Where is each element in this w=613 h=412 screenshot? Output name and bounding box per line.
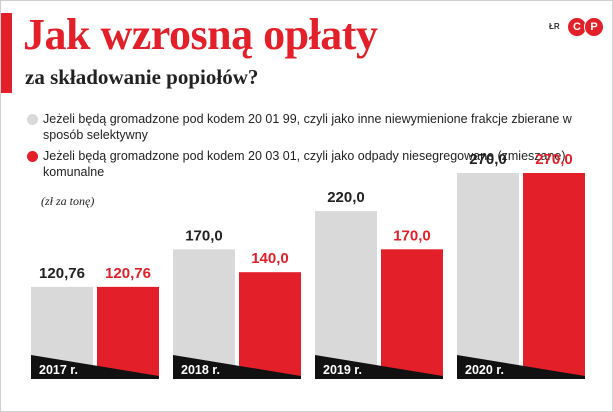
bar-red-1 <box>97 286 159 379</box>
legend-label: Jeżeli będą gromadzone pod kodem 20 01 9… <box>43 112 572 142</box>
category-label-1: 2017 r. <box>39 363 78 377</box>
legend-swatch-gray <box>27 114 38 125</box>
category-band-3 <box>315 355 443 379</box>
chart-subtitle: za składowanie popiołów? <box>25 65 259 89</box>
data-label-red-4: 270,0 <box>535 151 573 168</box>
bar-gray-3 <box>315 211 377 379</box>
unit-label: (zł za tonę) <box>41 194 95 208</box>
category-label-2: 2018 r. <box>181 363 220 377</box>
data-label-gray-1: 120,76 <box>39 265 85 282</box>
accent-bar <box>1 13 12 93</box>
data-label-red-1: 120,76 <box>105 265 151 282</box>
data-label-gray-2: 170,0 <box>185 227 223 244</box>
bar-red-4 <box>523 173 585 379</box>
legend-label: Jeżeli będą gromadzone pod kodem 20 03 0… <box>43 149 566 179</box>
bar-gray-4 <box>457 173 519 379</box>
logo-letter-p: P <box>584 17 604 37</box>
data-label-gray-4: 270,0 <box>469 151 507 168</box>
category-label-4: 2020 r. <box>465 363 504 377</box>
legend-item-mixed: Jeżeli będą gromadzone pod kodem 20 03 0… <box>27 148 588 180</box>
chart-title: Jak wzrosną opłaty <box>23 10 378 59</box>
bar-red-3 <box>381 249 443 379</box>
category-band-1 <box>31 355 159 379</box>
author-credit: ŁR <box>549 22 560 31</box>
category-band-4 <box>457 355 585 379</box>
legend-swatch-red <box>27 151 38 162</box>
data-label-red-3: 170,0 <box>393 227 431 244</box>
bar-red-2 <box>239 272 301 379</box>
category-band-2 <box>173 355 301 379</box>
data-label-red-2: 140,0 <box>251 250 289 267</box>
publisher-logo: C P <box>567 17 604 37</box>
data-label-gray-3: 220,0 <box>327 189 365 206</box>
category-label-3: 2019 r. <box>323 363 362 377</box>
legend-item-selective: Jeżeli będą gromadzone pod kodem 20 01 9… <box>27 111 588 143</box>
